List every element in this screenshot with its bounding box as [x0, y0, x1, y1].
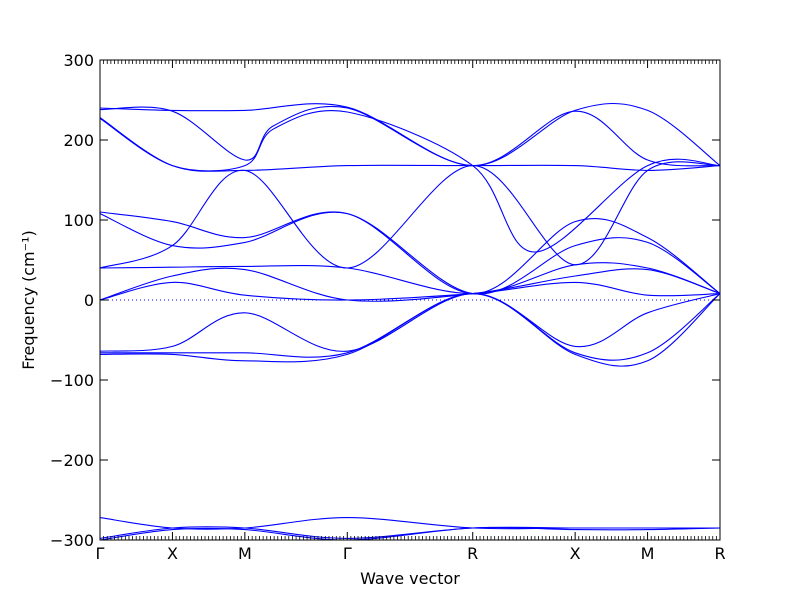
y-tick-label: 200	[63, 131, 94, 150]
x-tick-label: R	[467, 544, 478, 563]
y-tick-label: 300	[63, 51, 94, 70]
x-tick-label: M	[238, 544, 252, 563]
y-tick-label: 0	[84, 291, 94, 310]
band-line-10	[99, 281, 721, 301]
x-tick-label: R	[714, 544, 725, 563]
band-line-2	[99, 105, 721, 167]
y-tick-label: −200	[50, 451, 94, 470]
y-tick-label: 100	[63, 211, 94, 230]
band-line-4	[99, 117, 721, 172]
band-line-7	[99, 161, 721, 269]
band-line-5	[99, 211, 721, 295]
x-tick-label: Γ	[343, 544, 352, 563]
minor-tick-layer	[103, 60, 717, 540]
band-line-11	[99, 293, 721, 352]
y-axis-label: Frequency (cm⁻¹)	[19, 230, 38, 369]
y-tick-label: −100	[50, 371, 94, 390]
band-line-9	[99, 267, 721, 302]
x-tick-label: X	[570, 544, 581, 563]
y-tick-label: −300	[50, 531, 94, 550]
band-line-15	[99, 526, 721, 541]
x-tick-label: M	[641, 544, 655, 563]
x-axis-label: Wave vector	[360, 569, 460, 588]
x-tick-label: Γ	[96, 544, 105, 563]
series-layer	[99, 103, 721, 541]
y-tick-layer: −300 −200 −100 0 100 200 300	[50, 51, 720, 550]
band-line-8	[99, 262, 721, 295]
band-line-6	[99, 211, 721, 295]
band-line-13	[99, 293, 721, 367]
x-tick-label: X	[167, 544, 178, 563]
band-line-16	[99, 526, 720, 539]
